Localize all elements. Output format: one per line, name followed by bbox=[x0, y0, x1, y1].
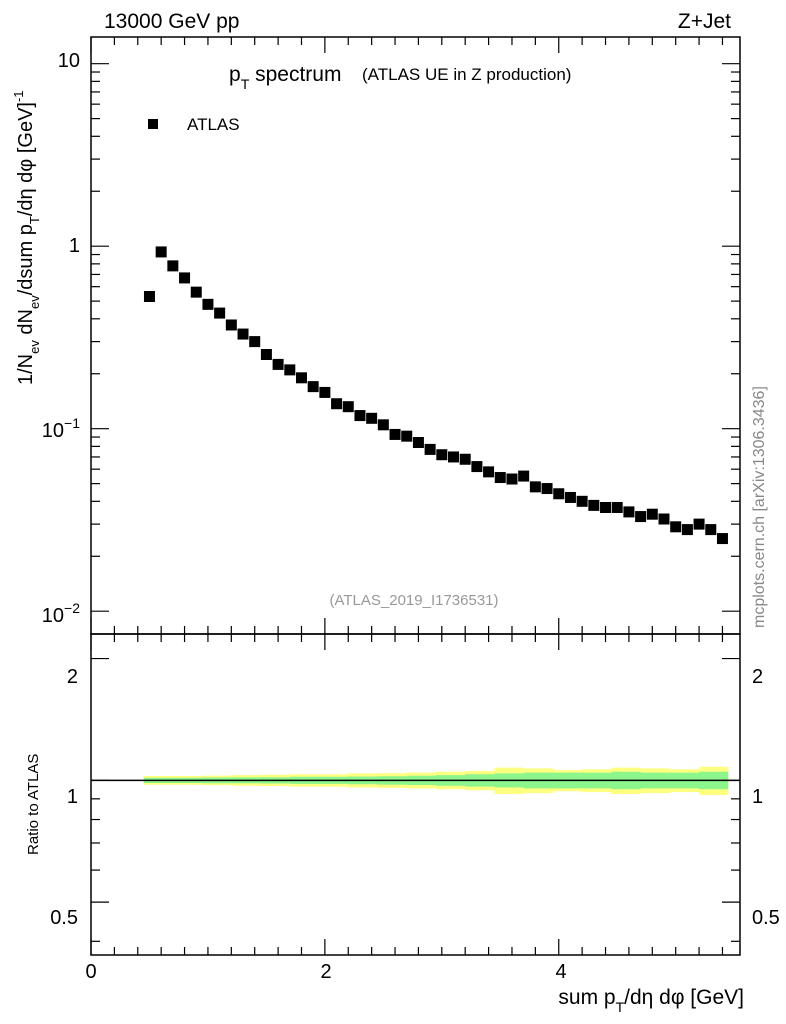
data-point bbox=[225, 319, 237, 331]
data-markers bbox=[143, 246, 728, 545]
data-point bbox=[366, 412, 378, 424]
main-ticks bbox=[90, 37, 740, 634]
data-point bbox=[635, 511, 647, 523]
ratio-ticks bbox=[90, 634, 740, 955]
ratio-ytick-right-2: 2 bbox=[752, 666, 763, 688]
main-ylabel: 1/Nev dNev/dsum pT/dη dφ [GeV]-1 bbox=[11, 90, 42, 385]
legend-label: ATLAS bbox=[187, 115, 240, 134]
process-label: Z+Jet bbox=[678, 10, 731, 33]
data-point bbox=[588, 499, 600, 511]
xtick-label-4: 4 bbox=[555, 961, 566, 983]
data-point bbox=[342, 401, 354, 413]
data-point bbox=[483, 466, 495, 478]
main-panel: pT spectrum (ATLAS UE in Z production) A… bbox=[11, 36, 741, 795]
xtick-label-2: 2 bbox=[320, 961, 331, 983]
data-point bbox=[646, 508, 658, 520]
ratio-ytick-left-1: 1 bbox=[67, 786, 78, 808]
data-point bbox=[237, 328, 249, 340]
data-point bbox=[459, 453, 471, 465]
data-point bbox=[623, 506, 635, 518]
data-point bbox=[331, 398, 343, 410]
data-point bbox=[307, 381, 319, 393]
data-point bbox=[249, 336, 261, 348]
data-point bbox=[319, 386, 331, 398]
data-point bbox=[681, 524, 693, 536]
ratio-ytick-left-0.5: 0.5 bbox=[50, 907, 78, 929]
data-point bbox=[471, 461, 483, 473]
data-point bbox=[693, 518, 705, 530]
data-point bbox=[377, 419, 389, 431]
data-point bbox=[424, 443, 436, 455]
data-point bbox=[412, 437, 424, 449]
data-point bbox=[143, 291, 155, 303]
plot-title: pT spectrum bbox=[229, 63, 341, 92]
data-point bbox=[401, 430, 413, 442]
data-point bbox=[541, 483, 553, 495]
data-point bbox=[272, 358, 284, 370]
title-note: (ATLAS UE in Z production) bbox=[362, 65, 571, 84]
ytick-label-1: 1 bbox=[69, 235, 80, 257]
data-point bbox=[494, 472, 506, 484]
ratio-ytick-left-2: 2 bbox=[67, 666, 78, 688]
data-point bbox=[295, 372, 307, 384]
data-point bbox=[518, 470, 530, 482]
xtick-label-0: 0 bbox=[85, 961, 96, 983]
legend-marker bbox=[148, 119, 158, 129]
data-point bbox=[214, 307, 226, 319]
data-point bbox=[705, 524, 717, 536]
data-point bbox=[600, 501, 612, 513]
watermark: mcplots.cern.ch [arXiv:1306.3436] bbox=[751, 386, 768, 628]
data-point bbox=[190, 286, 202, 298]
ratio-ylabel: Ratio to ATLAS bbox=[25, 754, 42, 855]
x-axis-label: sum pT/dη dφ [GeV] bbox=[558, 986, 744, 1015]
data-point bbox=[389, 428, 401, 440]
data-point bbox=[448, 451, 460, 463]
data-point bbox=[284, 364, 296, 376]
data-point bbox=[202, 298, 214, 310]
data-point bbox=[529, 481, 541, 493]
data-point bbox=[436, 449, 448, 461]
ratio-plot-frame bbox=[90, 633, 741, 956]
ytick-label-0.01: 10−2 bbox=[42, 600, 80, 627]
title-sub: T bbox=[241, 76, 250, 92]
data-point bbox=[564, 491, 576, 503]
data-point bbox=[354, 410, 366, 422]
ratio-ytick-right-1: 1 bbox=[752, 786, 763, 808]
ratio-ytick-right-0.5: 0.5 bbox=[752, 907, 780, 929]
ratio-panel: 2 1 0.5 2 1 0.5 Ratio to ATLAS 0 2 4 sum… bbox=[25, 633, 780, 1015]
analysis-id: (ATLAS_2019_I1736531) bbox=[329, 592, 498, 609]
data-point bbox=[179, 272, 191, 284]
ytick-label-0.1: 10−1 bbox=[42, 415, 80, 442]
data-point bbox=[658, 513, 670, 525]
data-point bbox=[260, 348, 272, 360]
title-rest: spectrum bbox=[249, 63, 341, 86]
data-point bbox=[553, 488, 565, 500]
data-point bbox=[155, 246, 167, 258]
energy-label: 13000 GeV pp bbox=[104, 10, 239, 33]
data-point bbox=[716, 533, 728, 545]
ytick-label-10: 10 bbox=[58, 50, 80, 72]
data-point bbox=[506, 473, 518, 485]
data-point bbox=[167, 260, 179, 272]
data-point bbox=[611, 501, 623, 513]
title-main: p bbox=[229, 63, 241, 86]
data-point bbox=[576, 495, 588, 507]
data-point bbox=[670, 521, 682, 533]
